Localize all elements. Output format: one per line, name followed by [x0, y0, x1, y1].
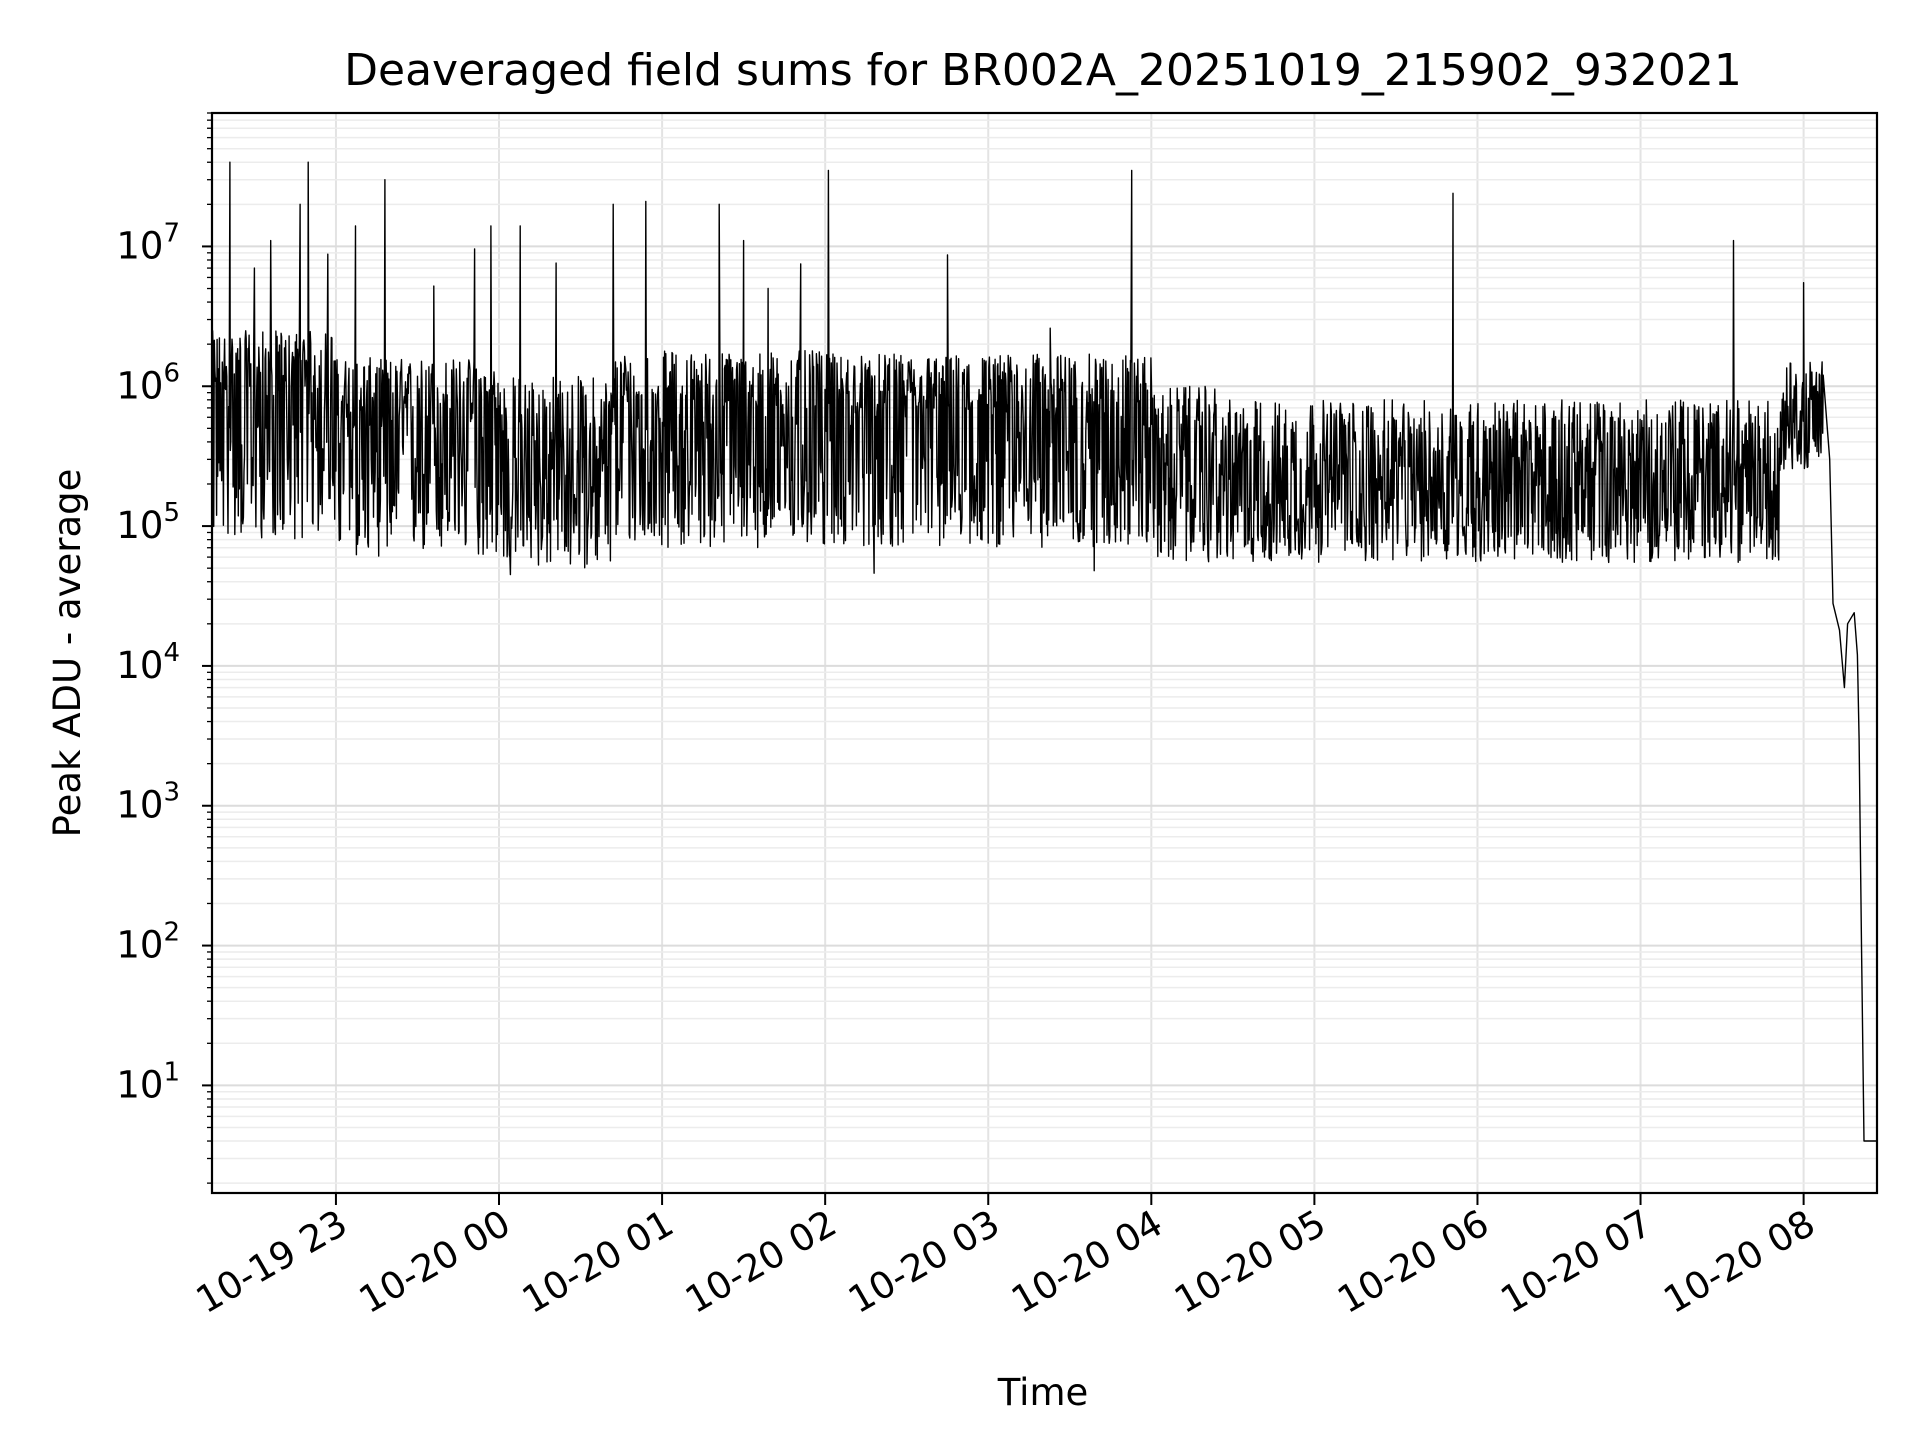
- y-tick-label-2: 102: [116, 918, 180, 967]
- y-axis: 101 102 103 104 105 106 107: [116, 112, 212, 1184]
- y-tick-label-6: 106: [116, 358, 180, 407]
- x-tick-label-2: 10-20 01: [515, 1202, 681, 1322]
- series-line-deaveraged-sum: [211, 161, 1877, 1142]
- x-tick-label-8: 10-20 07: [1493, 1202, 1659, 1322]
- chart-title: Deaveraged field sums for BR002A_2025101…: [344, 45, 1742, 96]
- x-tick-label-3: 10-20 02: [678, 1202, 844, 1322]
- y-tick-label-5: 105: [116, 498, 180, 547]
- y-tick-label-7: 107: [116, 218, 180, 267]
- plot-frame: [210, 111, 1879, 1195]
- y-tick-label-1: 101: [116, 1057, 180, 1106]
- y-tick-label-4: 104: [116, 638, 180, 687]
- x-tick-label-0: 10-19 23: [189, 1202, 355, 1322]
- x-tick-label-5: 10-20 04: [1004, 1202, 1170, 1322]
- x-axis-label: Time: [997, 1371, 1089, 1414]
- x-tick-label-6: 10-20 05: [1167, 1202, 1333, 1322]
- y-axis-label: Peak ADU - average: [46, 469, 89, 838]
- grid: [212, 112, 1877, 1193]
- x-tick-label-9: 10-20 08: [1657, 1202, 1823, 1322]
- series-group: [211, 161, 1877, 1142]
- x-tick-label-7: 10-20 06: [1330, 1202, 1496, 1322]
- x-tick-label-4: 10-20 03: [841, 1202, 1007, 1322]
- y-tick-label-3: 103: [116, 778, 180, 827]
- x-tick-label-1: 10-20 00: [352, 1202, 518, 1322]
